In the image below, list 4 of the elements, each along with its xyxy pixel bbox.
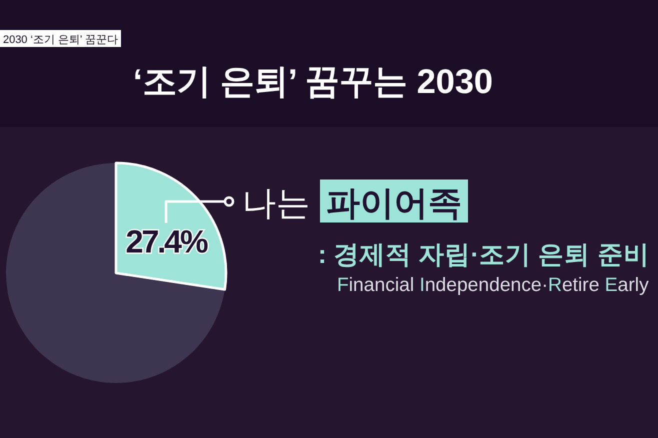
annotation: : 경제적 자립·조기 은퇴 준비	[318, 241, 650, 269]
annotation: Financial Independence·Retire Early	[337, 275, 649, 296]
title: ‘조기 은퇴’ 꿈꾸는 2030	[133, 63, 493, 101]
annotation: 2030 ‘조기 은퇴’ 꿈꾼다	[0, 30, 121, 47]
